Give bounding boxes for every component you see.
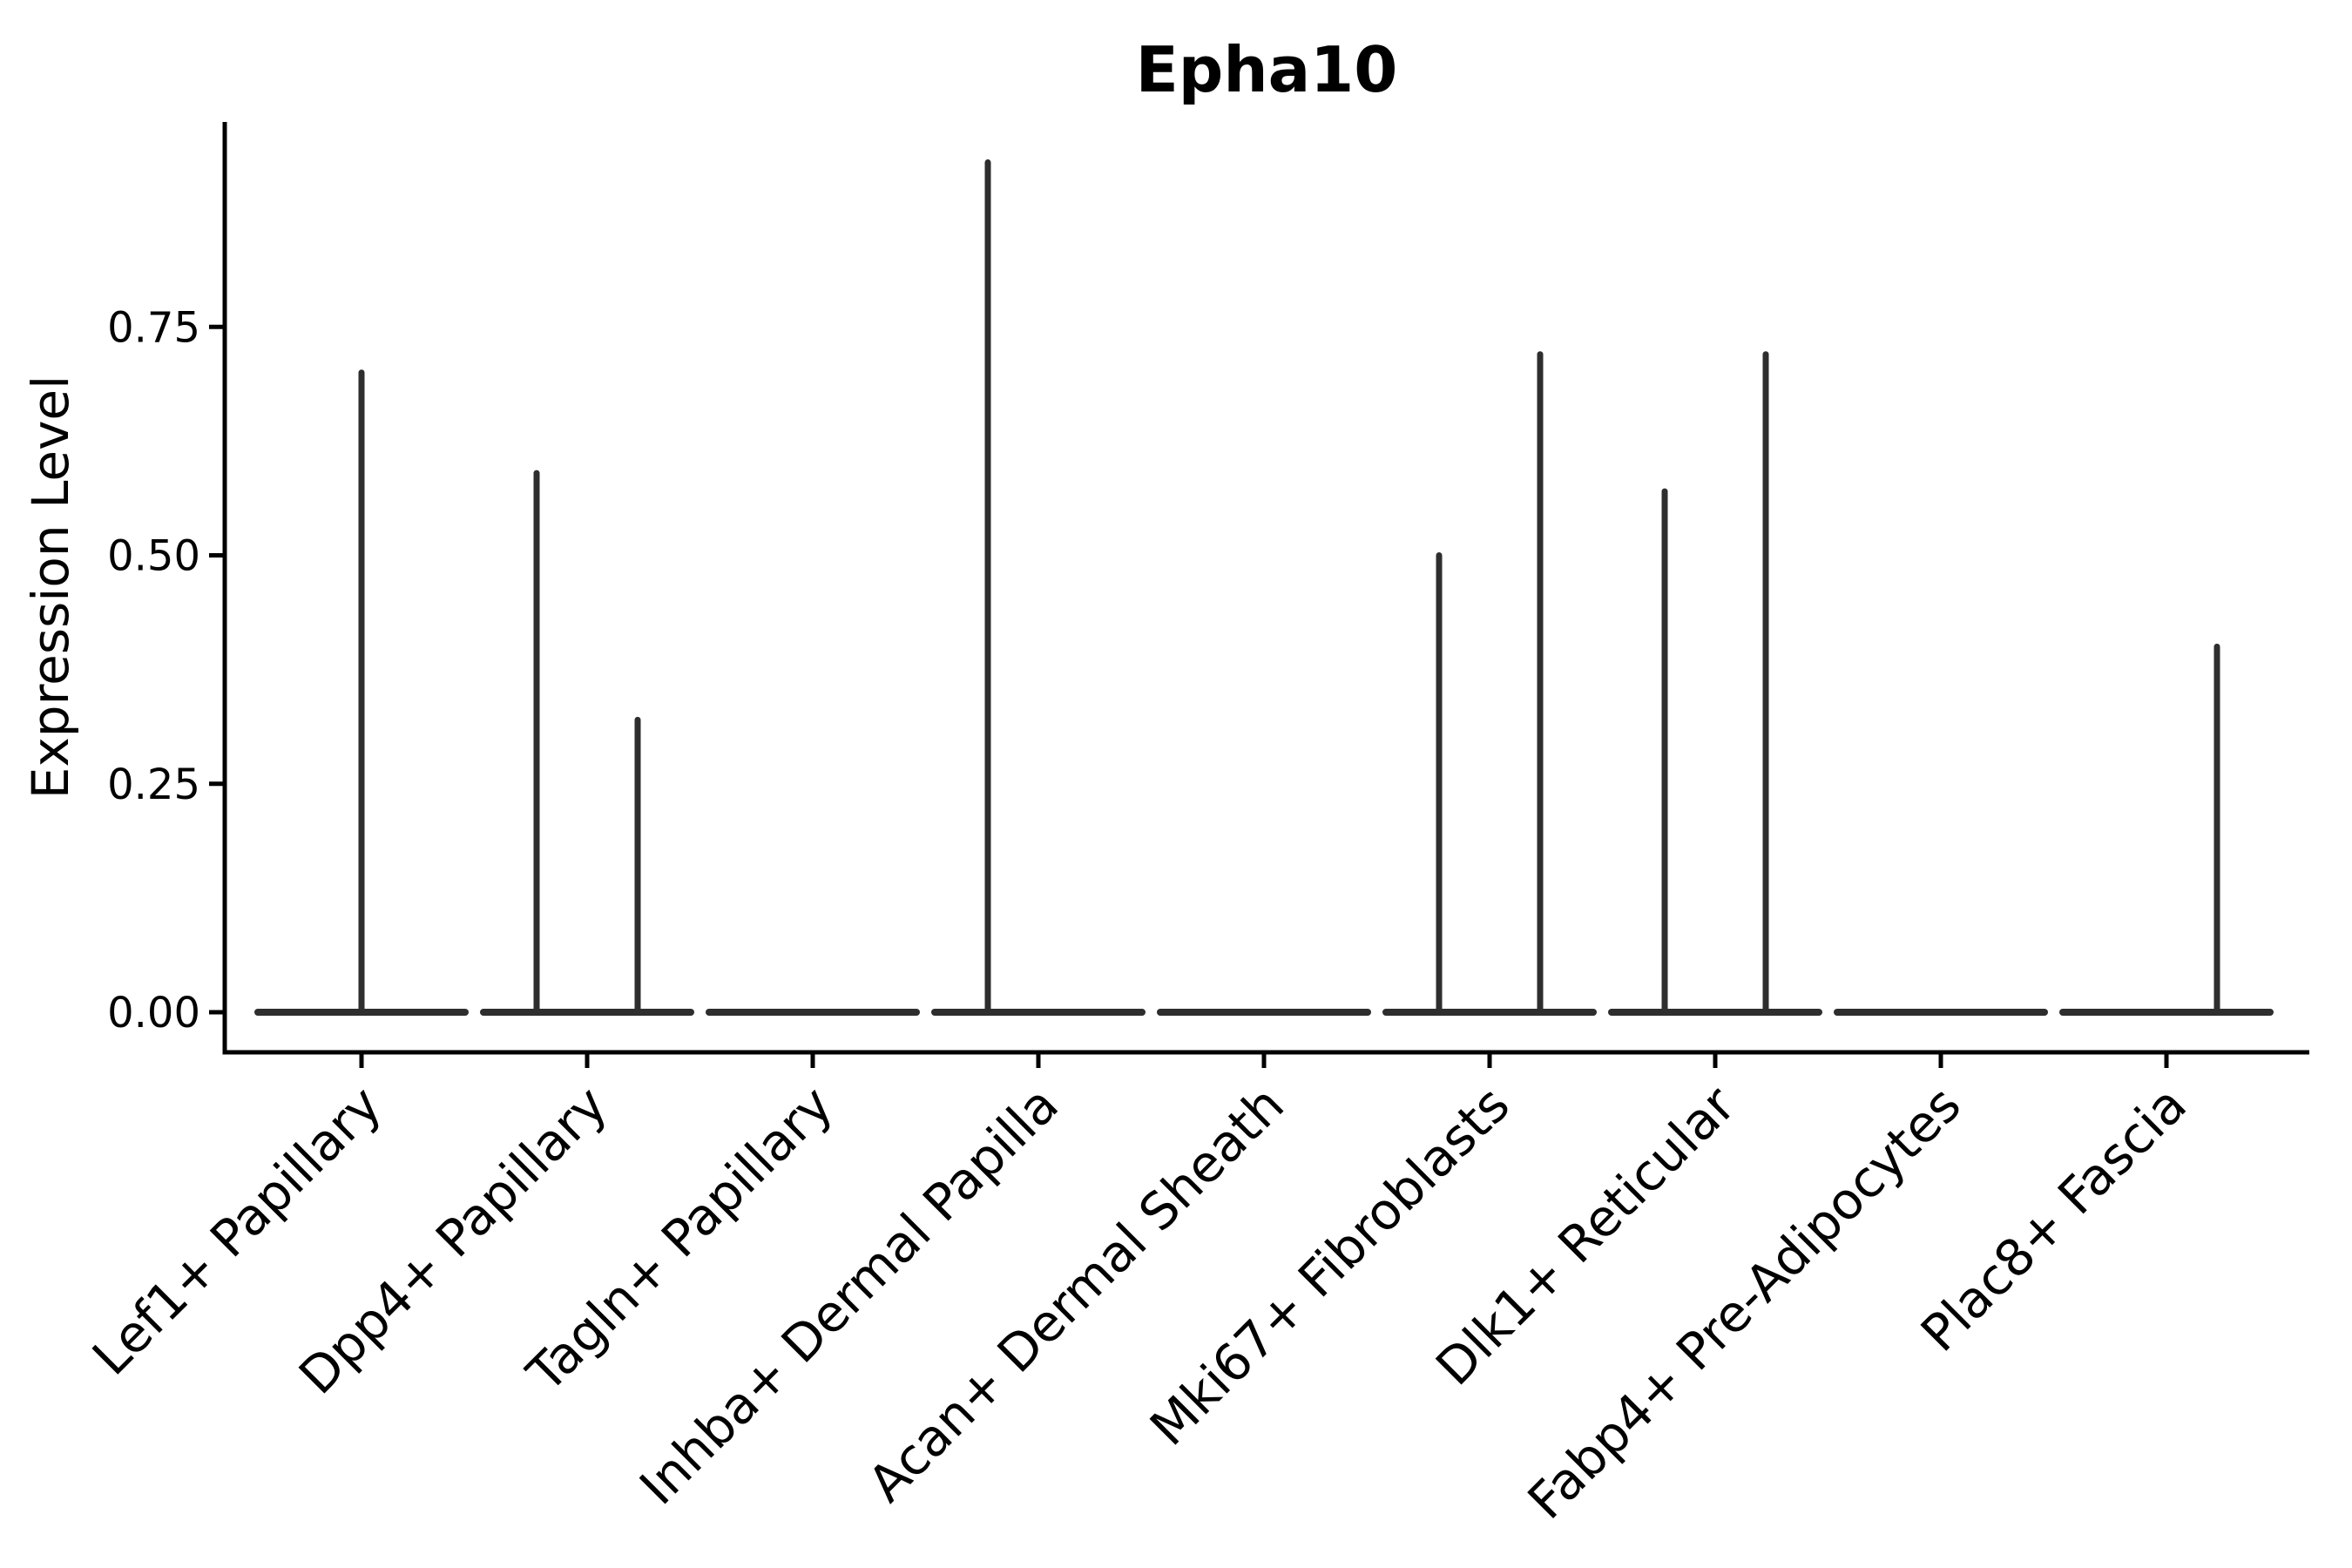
x-tick-label: Acan+ Dermal Sheath [856,1075,1294,1513]
y-axis-label: Expression Level [21,375,80,799]
x-tick-label: Fabp4+ Pre-Adipocytes [1517,1075,1972,1531]
y-tick-label: 0.00 [107,989,200,1037]
chart-title: Epha10 [1136,33,1398,106]
y-tick-label: 0.50 [107,532,200,581]
x-tick-label: Inhba+ Dermal Papilla [628,1075,1070,1517]
y-tick-label: 0.25 [107,760,200,809]
y-tick-label: 0.75 [107,303,200,352]
